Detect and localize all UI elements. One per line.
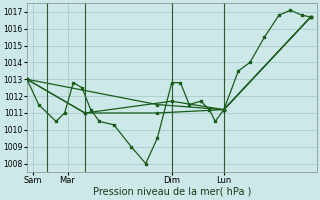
X-axis label: Pression niveau de la mer( hPa ): Pression niveau de la mer( hPa ) <box>92 187 251 197</box>
